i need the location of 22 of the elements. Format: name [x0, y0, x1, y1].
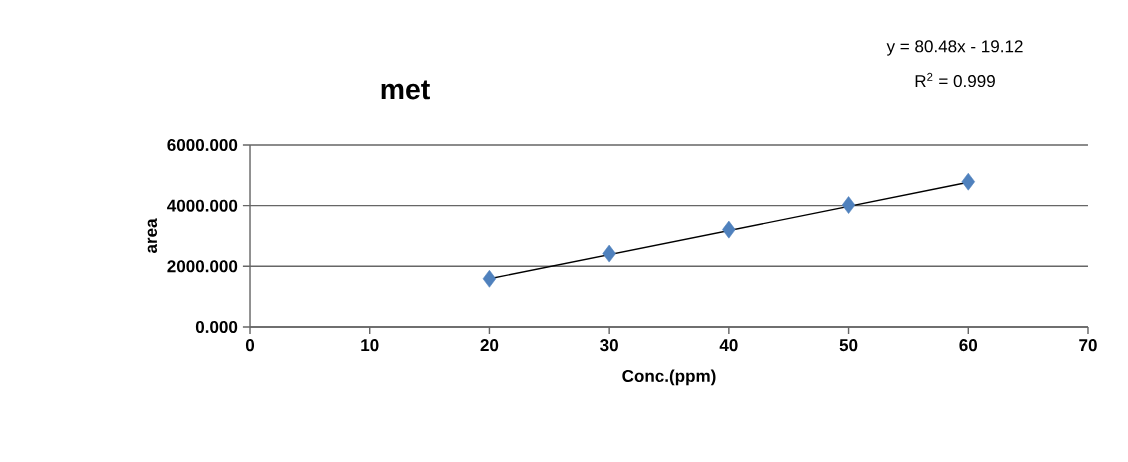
text: y = 80.48x - 19.12 [886, 40, 1023, 56]
x-tick-label: 40 [719, 339, 738, 352]
x-tick-label: 60 [959, 339, 978, 352]
point [482, 269, 497, 288]
x-tick-label: 10 [361, 339, 379, 352]
point [841, 196, 856, 214]
point [602, 244, 616, 263]
x-tick-label: 0 [245, 339, 255, 352]
x-tick-label: 50 [839, 339, 858, 352]
text: R$^{2}$ = 0.999 [915, 72, 995, 88]
chart-title: met [381, 80, 430, 100]
x-axis-title: Conc.(ppm) [622, 369, 716, 386]
point [722, 220, 736, 239]
x-tick-label: 20 [480, 339, 499, 352]
y-tick-label: 4000.000 [167, 199, 238, 212]
x-tick-label: 70 [1079, 339, 1097, 352]
x-tick-label: 30 [600, 339, 618, 352]
y-tick-label: 2000.000 [167, 260, 238, 273]
y-tick-label: 6000.000 [167, 138, 238, 152]
point [961, 172, 975, 191]
y-tick-label: 0.000 [195, 320, 238, 334]
y-axis-title: area [147, 218, 158, 254]
